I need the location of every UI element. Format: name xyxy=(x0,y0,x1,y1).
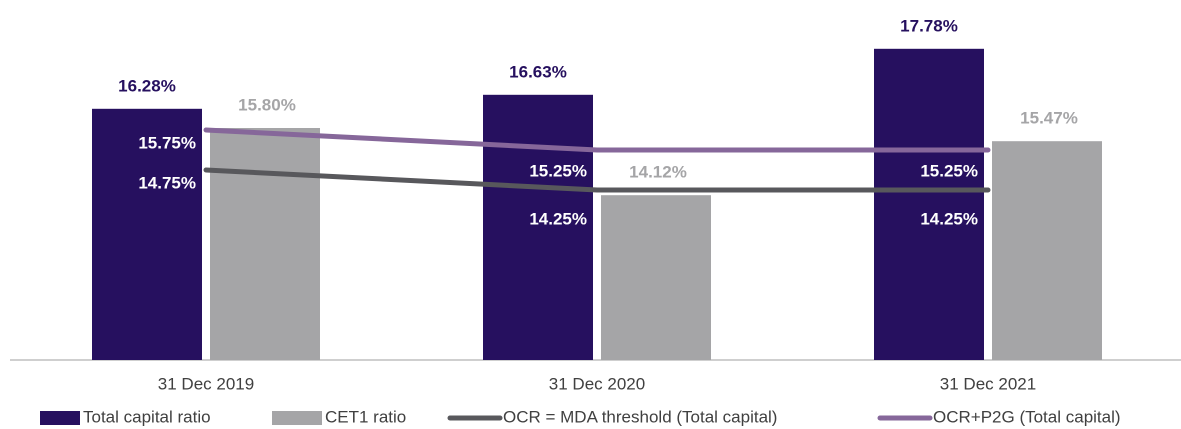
line xyxy=(203,167,991,193)
line xyxy=(203,127,991,153)
bar xyxy=(601,195,711,360)
line-label: 15.25% xyxy=(920,161,978,180)
data-label: 16.28% xyxy=(118,76,176,95)
line-label: 14.25% xyxy=(529,209,587,228)
legend-label: Total capital ratio xyxy=(83,407,211,426)
data-label: 15.80% xyxy=(238,95,296,114)
x-tick-label: 31 Dec 2020 xyxy=(549,374,645,393)
bar xyxy=(992,141,1102,360)
data-label: 17.78% xyxy=(900,16,958,35)
legend-label: OCR+P2G (Total capital) xyxy=(933,407,1121,426)
bar xyxy=(874,48,984,361)
bar xyxy=(92,108,202,360)
line-label: 15.25% xyxy=(529,161,587,180)
data-label: 15.47% xyxy=(1020,109,1078,128)
data-label: 14.12% xyxy=(629,163,687,182)
bar xyxy=(210,128,320,360)
x-tick-label: 31 Dec 2021 xyxy=(940,374,1036,393)
line-label: 14.25% xyxy=(920,209,978,228)
legend-swatch xyxy=(272,411,322,425)
legend-label: CET1 ratio xyxy=(325,407,406,426)
x-tick-label: 31 Dec 2019 xyxy=(158,374,254,393)
legend-swatch xyxy=(40,411,80,425)
line-label: 14.75% xyxy=(138,173,196,192)
legend-label: OCR = MDA threshold (Total capital) xyxy=(503,407,777,426)
line-label: 15.75% xyxy=(138,133,196,152)
bar xyxy=(483,94,593,361)
data-label: 16.63% xyxy=(509,62,567,81)
